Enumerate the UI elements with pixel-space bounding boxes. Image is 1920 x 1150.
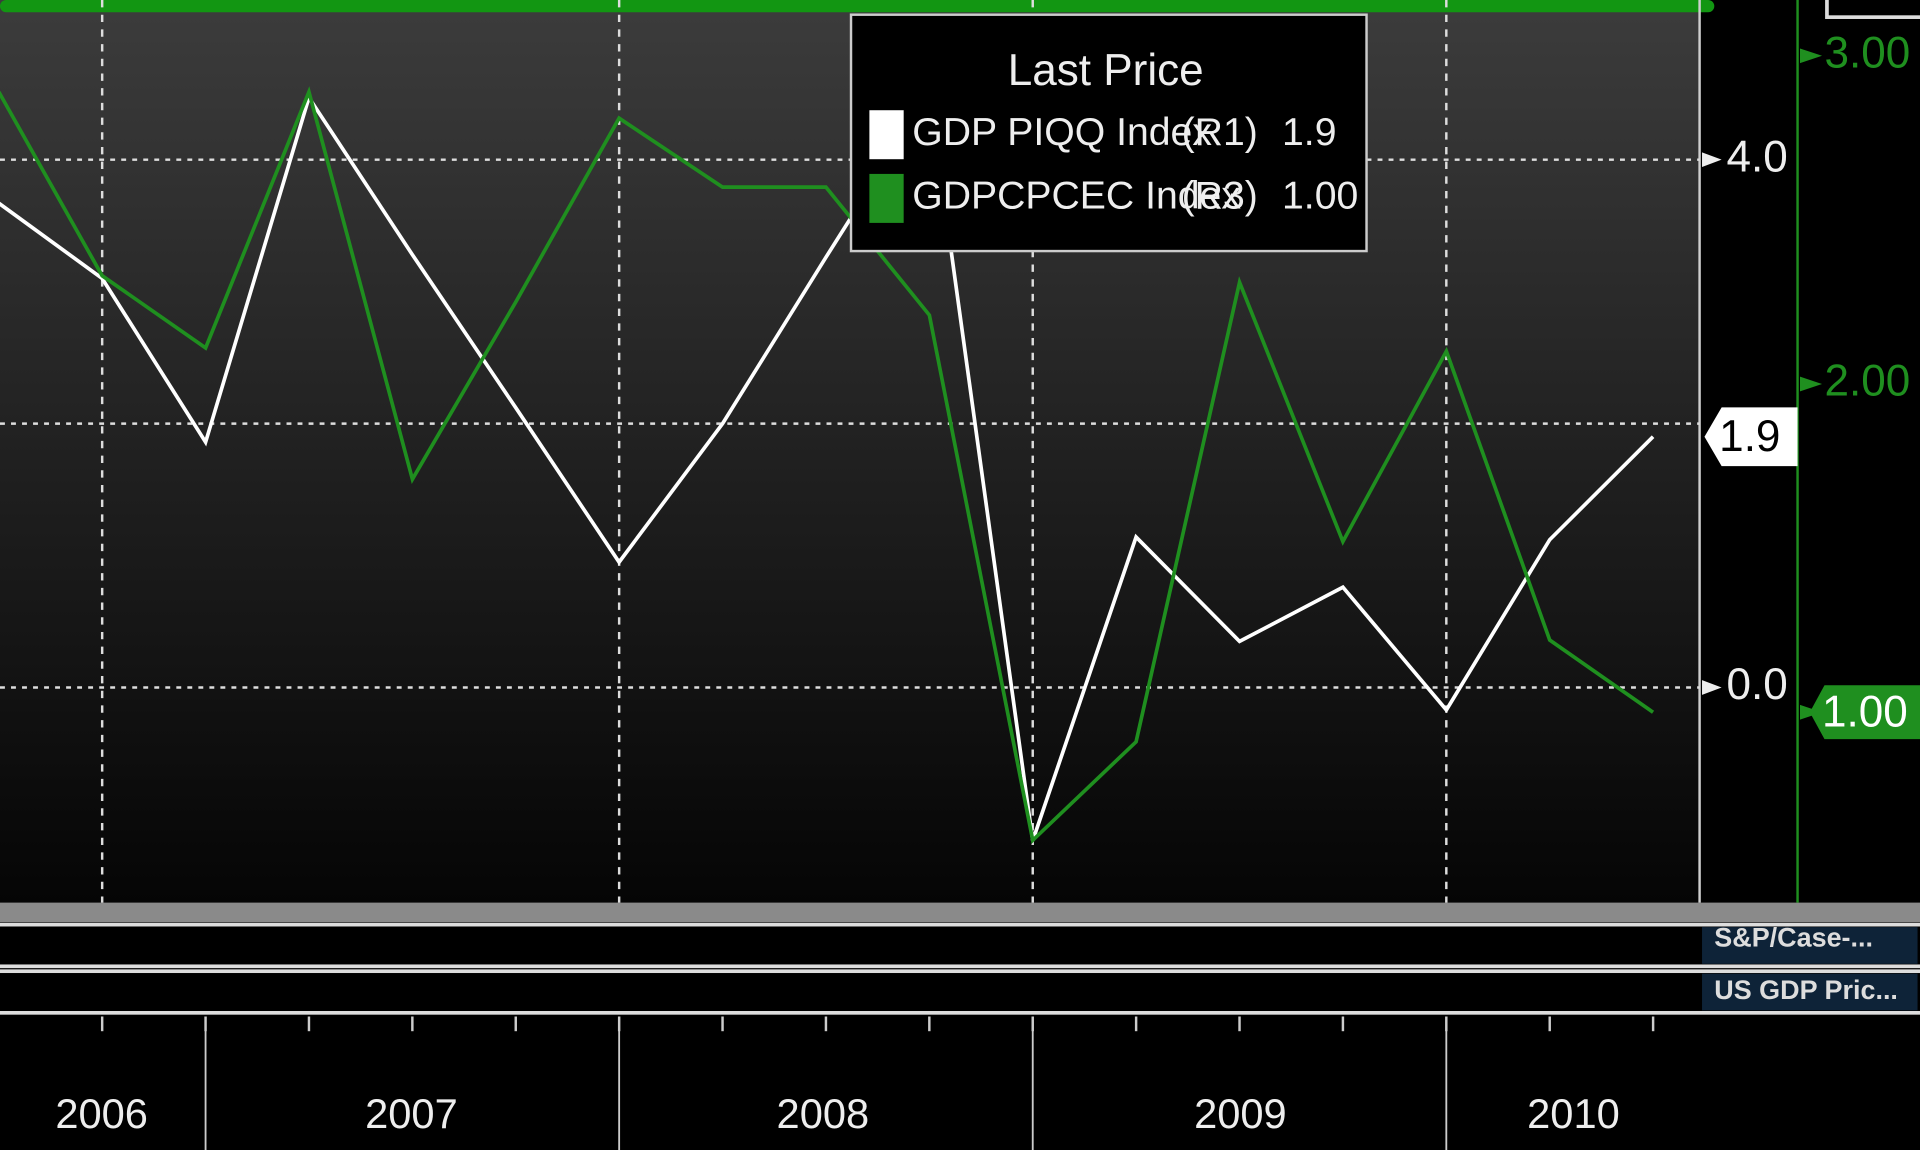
- y2-tick-label: 3.00: [1824, 28, 1910, 77]
- panel-tab[interactable]: [1702, 973, 1918, 1011]
- x-tick-label: 2006: [55, 1090, 148, 1137]
- x-tick-label: 2010: [1527, 1090, 1620, 1137]
- series-line: [0, 86, 1655, 844]
- last-value-tag: [1704, 407, 1798, 467]
- last-value-label: 1.9: [1719, 412, 1780, 461]
- y2-tick: [1800, 376, 1823, 392]
- legend-label: GDP PIQQ Index: [912, 111, 1212, 154]
- last-value-label: 1.00: [1822, 687, 1908, 736]
- y-tick-label: 4.0: [1727, 132, 1788, 181]
- panel-tab[interactable]: [1702, 927, 1918, 964]
- y-tick: [1702, 152, 1722, 168]
- legend-value: 1.9: [1282, 111, 1336, 154]
- legend-label: GDPCPCEC Index: [912, 175, 1241, 218]
- y-tick: [1702, 680, 1722, 695]
- legend-swatch: [869, 110, 904, 160]
- legend: Last Price GDP PIQQ Index(R1) 1.9 GDPCPCEC…: [849, 13, 1368, 253]
- legend-axis: (R1): [1182, 111, 1258, 154]
- last-value-tag: [1809, 685, 1920, 740]
- x-tick-label: 2009: [1194, 1090, 1287, 1137]
- legend-value: 1.00: [1282, 175, 1358, 218]
- y-tick-label: 0.0: [1727, 660, 1788, 709]
- x-tick-label: 2007: [365, 1090, 458, 1137]
- y2-tick-label: 2.00: [1824, 357, 1910, 406]
- y2-tick: [1800, 48, 1823, 64]
- divider: [0, 902, 1920, 923]
- panel-label: S&P/Case-...: [1714, 922, 1873, 952]
- series-line: [0, 88, 1655, 842]
- panel: [0, 969, 1920, 1015]
- top-bar: [0, 0, 1715, 13]
- legend-axis: (R3): [1182, 175, 1258, 218]
- panel-label: US GDP Pric...: [1714, 975, 1898, 1005]
- top-box: [1825, 0, 1920, 19]
- legend-title: Last Price: [1008, 46, 1204, 95]
- x-tick-label: 2008: [777, 1090, 870, 1137]
- legend-swatch: [869, 173, 904, 223]
- panel: [0, 922, 1920, 969]
- legend-box: [849, 13, 1368, 253]
